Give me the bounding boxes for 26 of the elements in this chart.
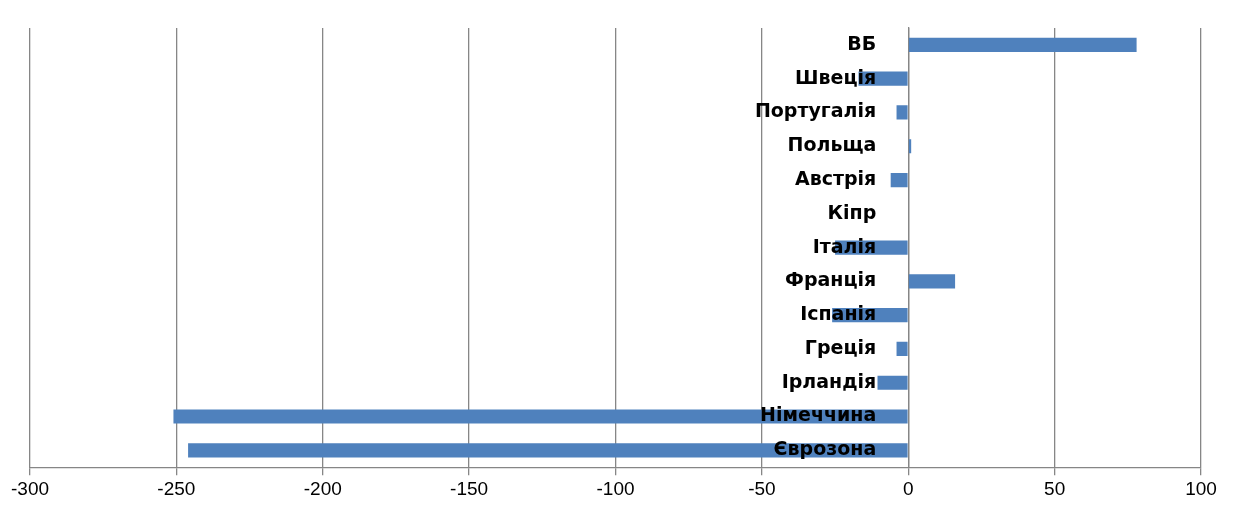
x-tick-label: -100 bbox=[596, 477, 635, 499]
x-tick-label: -50 bbox=[748, 477, 776, 499]
y-tick-label: Франція bbox=[785, 268, 877, 291]
y-tick-label: Австрія bbox=[794, 166, 877, 189]
x-tick-label: -250 bbox=[157, 477, 196, 499]
bar bbox=[890, 172, 908, 188]
bar bbox=[908, 37, 1137, 52]
x-tick-label: 50 bbox=[1044, 477, 1066, 499]
x-tick-label: -150 bbox=[450, 477, 489, 499]
y-tick-label: Єврозона bbox=[773, 437, 877, 460]
x-tick-label: -300 bbox=[10, 477, 50, 499]
y-tick-label: Кіпр bbox=[827, 200, 877, 223]
bar bbox=[896, 105, 908, 120]
bar bbox=[908, 274, 956, 289]
y-tick-label: Ірландія bbox=[781, 369, 877, 392]
x-tick-label: -200 bbox=[303, 477, 342, 499]
bar bbox=[877, 375, 908, 390]
x-tick-label: 0 bbox=[902, 477, 914, 499]
bar bbox=[188, 443, 908, 458]
y-tick-label: Португалія bbox=[754, 99, 877, 122]
y-tick-label: Польща bbox=[787, 133, 877, 156]
y-tick-label: Греція bbox=[804, 335, 877, 358]
y-tick-label: ВБ bbox=[847, 31, 877, 54]
bar bbox=[896, 341, 908, 357]
y-tick-label: Німеччина bbox=[760, 403, 877, 426]
x-tick-label: 100 bbox=[1185, 477, 1217, 499]
